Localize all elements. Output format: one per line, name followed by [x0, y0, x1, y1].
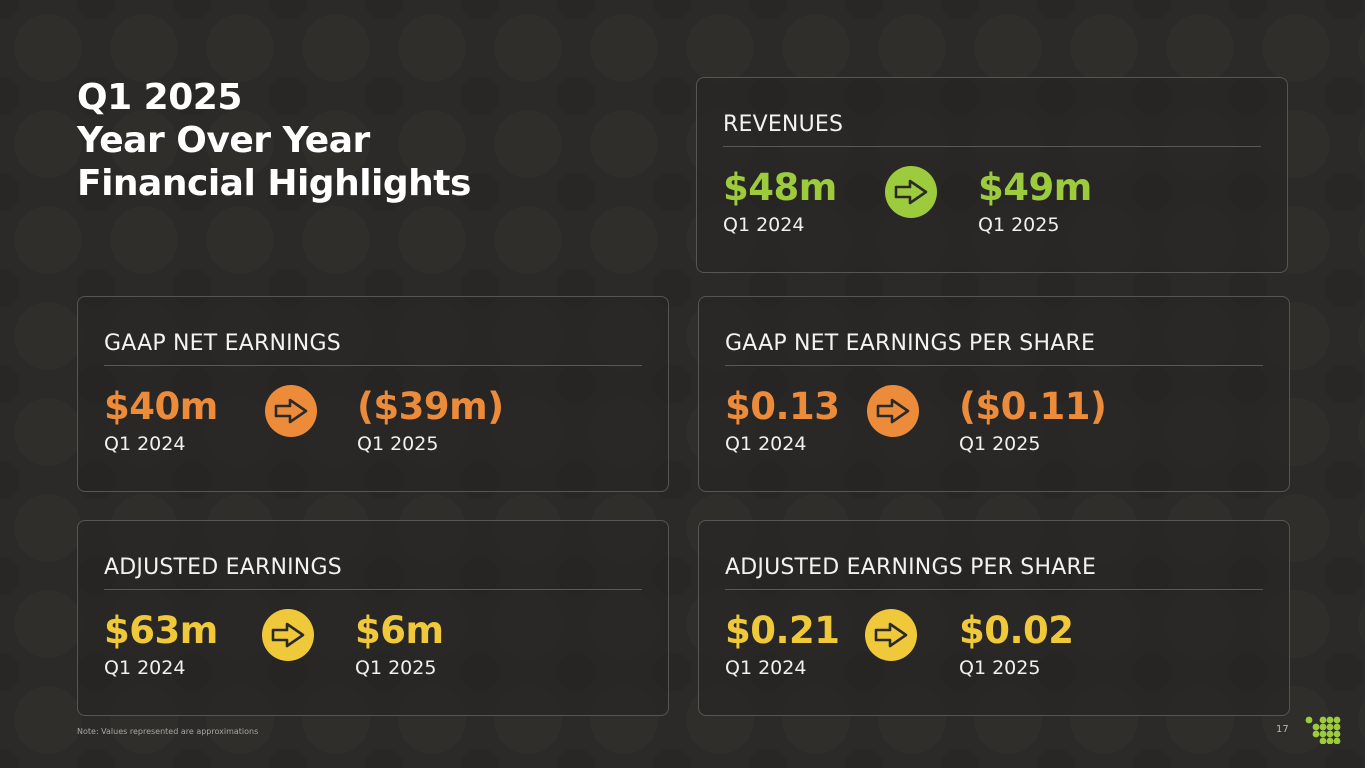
- arrow-right-icon: [885, 166, 937, 218]
- to-period: Q1 2025: [978, 214, 1060, 236]
- from-period: Q1 2024: [725, 657, 807, 679]
- arrow-right-icon: [865, 609, 917, 661]
- adjusted-earnings-per-share-card: ADJUSTED EARNINGS PER SHARE $0.21 Q1 202…: [698, 520, 1290, 716]
- from-value: $0.13: [725, 385, 840, 428]
- to-value: ($39m): [357, 385, 504, 428]
- to-period: Q1 2025: [959, 657, 1041, 679]
- title-line-2: Year Over Year: [77, 120, 370, 161]
- revenues-card: REVENUES $48m Q1 2024 $49m Q1 2025: [696, 77, 1288, 273]
- dots-logo-icon: [1305, 716, 1341, 744]
- to-period: Q1 2025: [355, 657, 437, 679]
- title-line-3: Financial Highlights: [77, 163, 471, 204]
- from-period: Q1 2024: [723, 214, 805, 236]
- page-title: Q1 2025 Year Over Year Financial Highlig…: [77, 76, 471, 205]
- arrow-right-icon: [262, 609, 314, 661]
- to-value: $6m: [355, 609, 444, 652]
- footnote: Note: Values represented are approximati…: [77, 727, 259, 736]
- arrow-right-icon: [867, 385, 919, 437]
- from-period: Q1 2024: [104, 433, 186, 455]
- card-title: GAAP NET EARNINGS: [104, 331, 642, 366]
- from-value: $0.21: [725, 609, 840, 652]
- from-value: $40m: [104, 385, 218, 428]
- card-title: REVENUES: [723, 112, 1261, 147]
- arrow-right-icon: [265, 385, 317, 437]
- from-period: Q1 2024: [725, 433, 807, 455]
- to-period: Q1 2025: [959, 433, 1041, 455]
- title-line-1: Q1 2025: [77, 77, 242, 118]
- adjusted-earnings-card: ADJUSTED EARNINGS $63m Q1 2024 $6m Q1 20…: [77, 520, 669, 716]
- from-period: Q1 2024: [104, 657, 186, 679]
- to-value: $49m: [978, 166, 1092, 209]
- card-title: GAAP NET EARNINGS PER SHARE: [725, 331, 1263, 366]
- to-value: ($0.11): [959, 385, 1107, 428]
- page-number: 17: [1276, 724, 1289, 735]
- from-value: $48m: [723, 166, 837, 209]
- card-title: ADJUSTED EARNINGS: [104, 555, 642, 590]
- to-value: $0.02: [959, 609, 1074, 652]
- from-value: $63m: [104, 609, 218, 652]
- card-title: ADJUSTED EARNINGS PER SHARE: [725, 555, 1263, 590]
- to-period: Q1 2025: [357, 433, 439, 455]
- gaap-net-earnings-card: GAAP NET EARNINGS $40m Q1 2024 ($39m) Q1…: [77, 296, 669, 492]
- gaap-net-earnings-per-share-card: GAAP NET EARNINGS PER SHARE $0.13 Q1 202…: [698, 296, 1290, 492]
